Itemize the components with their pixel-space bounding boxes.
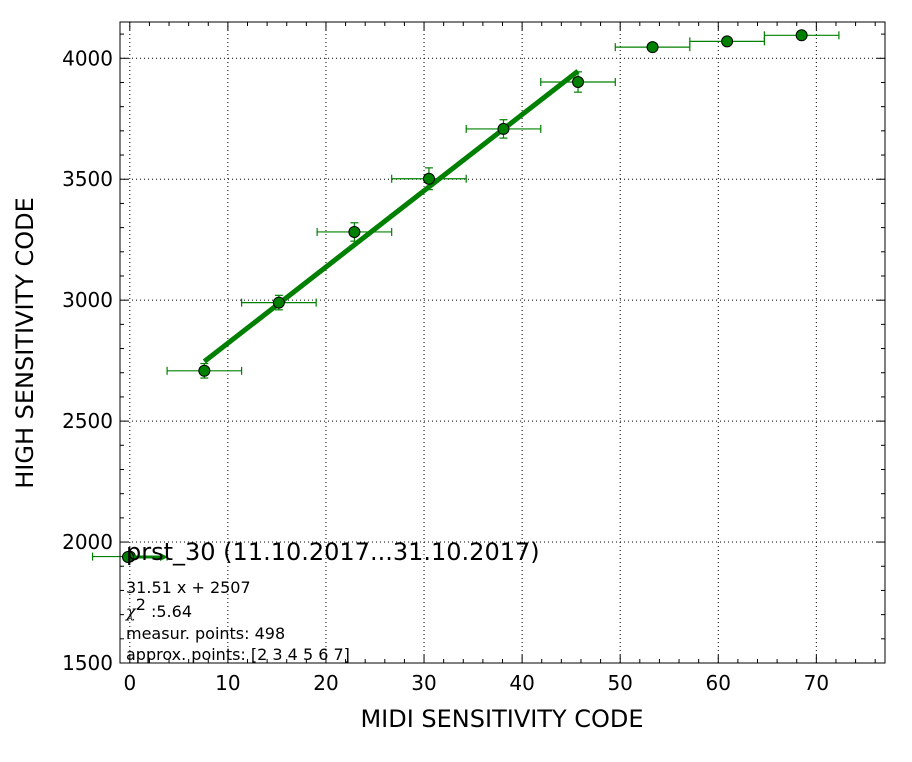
data-point [348,225,361,238]
x-tick-label: 30 [411,671,436,695]
data-point [721,35,734,48]
legend-chi-superscript: 2 [136,595,146,614]
y-tick-label: 4000 [62,46,113,70]
legend-chi-value: :5.64 [146,602,192,621]
x-tick-label: 40 [509,671,534,695]
data-point [572,75,585,88]
tick-labels: 0 10 20 30 40 50 60 70 1500 2000 2500 3000 3500 4000 [62,46,829,695]
data-points [123,29,808,563]
x-tick-label: 20 [313,671,338,695]
fit-line-group [202,69,580,364]
x-tick-label: 70 [804,671,829,695]
x-tick-label: 60 [706,671,731,695]
legend: prst_30 (11.10.2017...31.10.2017) 31.51 … [122,538,540,664]
legend-title: prst_30 (11.10.2017...31.10.2017) [126,538,540,566]
data-point [497,122,510,135]
legend-arrow-icon [160,553,168,561]
legend-measur-points: measur. points: 498 [126,624,285,643]
data-point [198,364,211,377]
x-tick-label: 50 [607,671,632,695]
legend-approx-points: approx. points: [2 3 4 5 6 7] [126,645,350,664]
legend-marker-icon [122,551,134,563]
data-point [422,172,435,185]
data-point [272,296,285,309]
y-axis-title: HIGH SENSITIVITY CODE [11,197,39,489]
legend-chi-symbol: χ [125,602,137,621]
x-tick-label: 10 [215,671,240,695]
x-axis-title: MIDI SENSITIVITY CODE [360,705,643,733]
y-tick-label: 3500 [62,167,113,191]
x-tick-label: 0 [123,671,136,695]
plot-background [120,22,885,663]
data-point [646,41,659,54]
fit-line [202,69,580,364]
legend-chi: χ2 :5.64 [125,595,192,621]
y-tick-label: 2000 [62,530,113,554]
plot-frame [119,21,886,664]
data-point [795,29,808,42]
legend-equation: 31.51 x + 2507 [126,578,251,597]
ticks [120,22,885,664]
y-tick-label: 1500 [62,651,113,675]
y-tick-label: 3000 [62,288,113,312]
y-tick-label: 2500 [62,409,113,433]
